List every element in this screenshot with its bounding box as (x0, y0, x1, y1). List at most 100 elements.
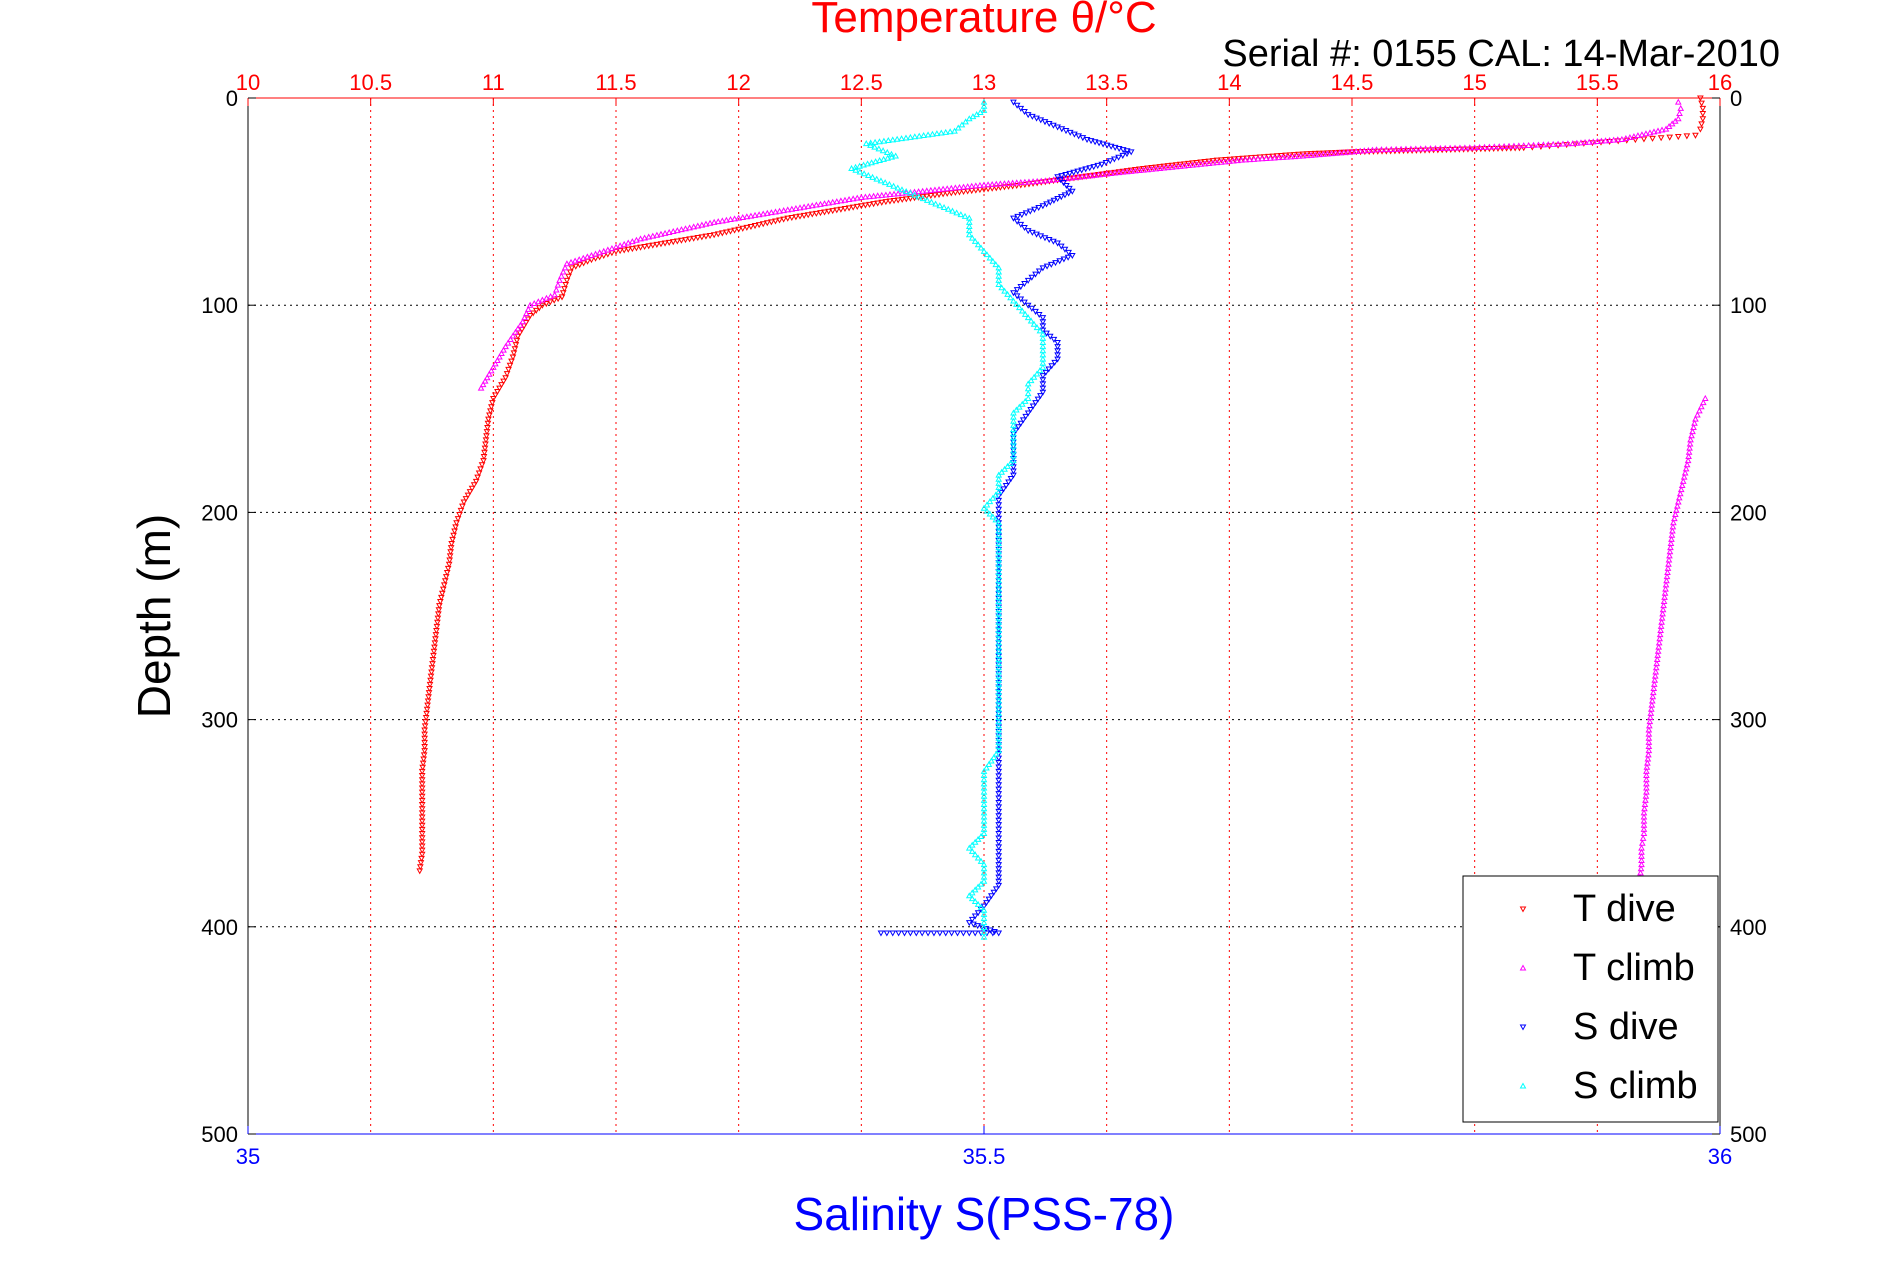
t-climb-upper-point (1356, 147, 1364, 154)
s-climb-point (965, 214, 973, 221)
s-dive-point (995, 813, 1003, 820)
t-climb-point (1677, 486, 1685, 493)
t-climb-upper-point (841, 196, 849, 203)
s-dive-point (995, 764, 1003, 771)
s-dive-point (995, 506, 1003, 513)
t-climb-upper-point (1201, 160, 1209, 167)
s-dive-point (1061, 246, 1069, 253)
t-climb-upper-point (1427, 145, 1434, 152)
t-dive-point (866, 201, 873, 208)
t-dive-point (425, 694, 432, 701)
t-climb-upper-point (988, 180, 996, 187)
s-dive-point (995, 715, 1003, 722)
s-dive-point (954, 930, 961, 937)
s-dive-point (1052, 260, 1059, 267)
s-climb-point (980, 914, 988, 922)
t-dive-point (723, 229, 730, 236)
s-dive-point (995, 862, 1003, 869)
t-climb-upper-point (731, 215, 738, 222)
t-dive-point (755, 222, 763, 229)
s-climb-point (898, 135, 905, 142)
t-dive-point (1697, 126, 1704, 133)
t-dive-point (418, 818, 426, 825)
t-climb-point (1646, 718, 1654, 725)
t-dive-point (645, 243, 653, 250)
t-dive-point (510, 350, 518, 357)
s-dive-point (1087, 138, 1095, 145)
t-climb-upper-point (579, 254, 587, 261)
s-dive-point (1013, 293, 1021, 300)
t-dive-point (669, 239, 677, 246)
t-dive-point (1295, 151, 1302, 158)
t-climb-upper-point (1193, 161, 1200, 168)
t-climb-point (1647, 709, 1655, 716)
t-climb-upper-point (494, 356, 501, 363)
t-climb-upper-point (1230, 157, 1237, 164)
s-dive-point (1012, 427, 1020, 434)
t-climb-upper-point (874, 192, 882, 199)
s-climb-point (995, 743, 1003, 750)
t-climb-point (1646, 713, 1654, 721)
t-dive-point (694, 235, 702, 242)
s-climb-point (995, 705, 1003, 712)
s-dive-point (1017, 296, 1025, 303)
s-dive-point (918, 930, 926, 937)
t-dive-point (886, 198, 894, 205)
chart-subtitle: Serial #: 0155 CAL: 14-Mar-2010 (1222, 33, 1780, 75)
t-climb-point (1642, 792, 1650, 799)
t-dive-point (825, 208, 832, 215)
t-climb-upper-point (530, 299, 538, 306)
t-dive-point (428, 665, 436, 672)
t-climb-upper-point (1181, 162, 1188, 169)
s-climb-point (995, 668, 1003, 675)
s-dive-point (1022, 413, 1030, 420)
t-climb-point (1665, 556, 1673, 563)
t-climb-upper-point (509, 332, 517, 339)
s-climb-point (852, 163, 859, 170)
t-climb-upper-point (1569, 140, 1577, 147)
t-climb-point (1641, 805, 1648, 812)
t-climb-upper-point (1168, 163, 1176, 170)
t-climb-upper-point (776, 207, 783, 214)
t-climb-upper-point (1283, 153, 1290, 160)
s-dive-point (1050, 238, 1057, 245)
t-dive-point (870, 201, 877, 208)
s-climb-point (995, 722, 1003, 729)
s-dive-point (1046, 333, 1054, 340)
t-climb-upper-point (552, 286, 560, 293)
s-climb-point (937, 129, 945, 136)
s-dive-point (995, 795, 1003, 802)
s-climb-point (995, 276, 1003, 283)
s-dive-point (965, 930, 973, 937)
s-climb-point (980, 801, 988, 808)
t-dive-point (498, 382, 505, 389)
s-climb-point (968, 847, 976, 854)
t-dive-point (947, 190, 955, 197)
t-dive-point (902, 196, 910, 203)
s-dive-point (965, 920, 973, 927)
right-tick-label: 100 (1730, 293, 1767, 318)
t-climb-upper-point (804, 202, 812, 209)
t-dive-point (751, 223, 759, 230)
t-dive-point (482, 441, 489, 448)
t-dive-point (512, 342, 520, 349)
t-climb-point (1643, 767, 1650, 774)
s-climb-point (1024, 385, 1032, 392)
s-dive-point (995, 866, 1003, 873)
s-dive-point (995, 742, 1003, 749)
s-dive-point (995, 826, 1003, 833)
s-climb-point (995, 593, 1003, 600)
t-dive-point (442, 574, 450, 581)
t-climb-point (1638, 852, 1645, 859)
s-climb-point (1030, 320, 1038, 327)
s-climb-point (995, 564, 1003, 571)
t-dive-point (710, 232, 718, 239)
s-climb-point (974, 241, 982, 248)
t-climb-upper-point (706, 219, 714, 226)
s-climb-point (971, 897, 979, 905)
bottom-tick-label: 36 (1708, 1144, 1732, 1169)
s-dive-point (1065, 249, 1072, 256)
t-climb-upper-point (665, 228, 673, 235)
t-climb-point (1640, 809, 1648, 816)
s-dive-point (1018, 212, 1026, 219)
